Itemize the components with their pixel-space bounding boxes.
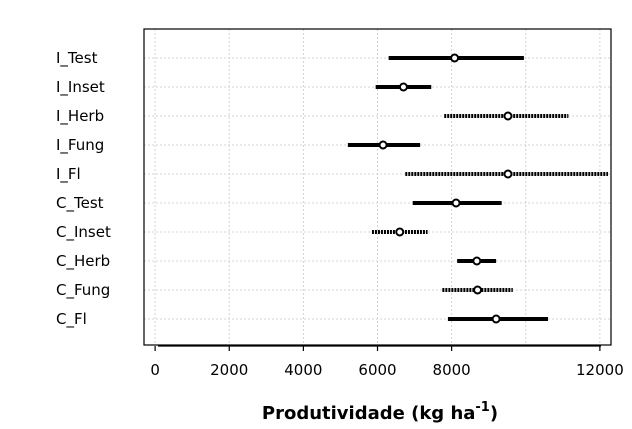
point-estimate <box>472 256 482 266</box>
category-label: I_Herb <box>56 107 104 126</box>
y-axis-labels: I_Test I_Inset I_Herb I_Fung I_Fl C_Test C_Ins… <box>56 49 111 329</box>
x-tick-label: 2000 <box>210 361 248 379</box>
category-label: I_Inset <box>56 78 105 97</box>
interval-series <box>347 53 608 324</box>
x-tick-label: 12000 <box>576 361 624 379</box>
point-estimate <box>503 111 513 121</box>
x-axis-title: Produtividade (kg ha-1) <box>262 400 498 424</box>
point-estimate <box>450 53 460 63</box>
point-estimate <box>491 314 501 324</box>
category-label: I_Fl <box>56 165 81 184</box>
category-label: I_Fung <box>56 136 104 155</box>
point-estimate <box>378 140 388 150</box>
category-label: C_Fl <box>56 310 87 329</box>
category-label: C_Test <box>56 194 104 213</box>
category-label: C_Inset <box>56 223 111 242</box>
category-label: I_Test <box>56 49 98 68</box>
point-estimate <box>398 82 408 92</box>
x-tick-label: 8000 <box>433 361 471 379</box>
x-tick-label: 0 <box>150 361 160 379</box>
plot-frame <box>143 28 612 346</box>
x-tick-label: 4000 <box>284 361 322 379</box>
category-label: C_Herb <box>56 252 110 271</box>
point-estimate <box>473 285 483 295</box>
point-estimate <box>451 198 461 208</box>
category-label: C_Fung <box>56 281 110 300</box>
x-axis-ticks: 0 2000 4000 6000 8000 12000 <box>150 346 624 379</box>
x-tick-label: 6000 <box>358 361 396 379</box>
point-estimate <box>503 169 513 179</box>
point-estimate <box>395 227 405 237</box>
